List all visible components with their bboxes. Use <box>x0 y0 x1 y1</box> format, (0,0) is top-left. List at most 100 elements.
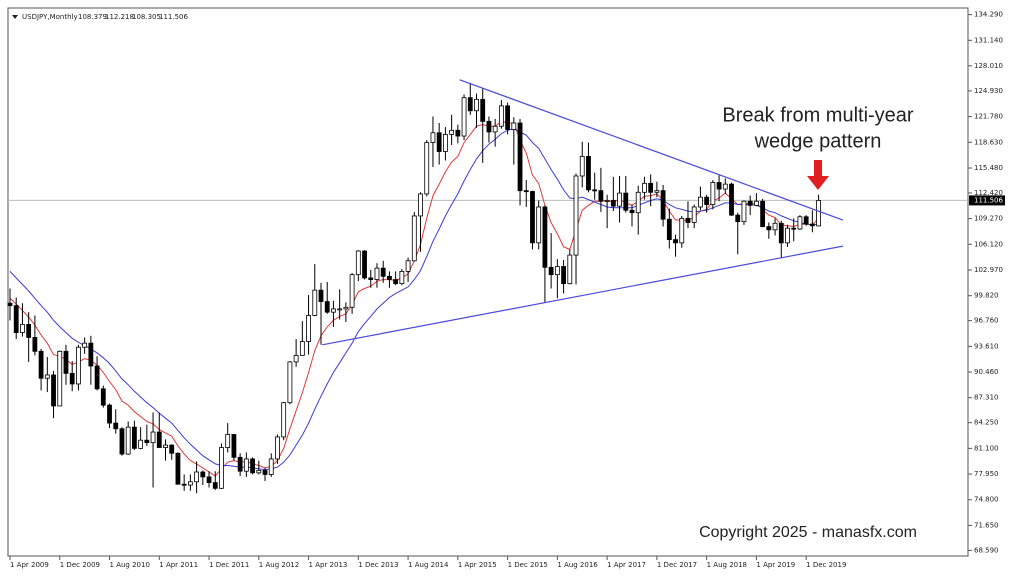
candle-body <box>250 458 255 474</box>
candle-body <box>722 183 728 190</box>
annotation-line: wedge pattern <box>754 130 882 152</box>
candle-body <box>405 260 411 272</box>
candle-body <box>262 469 268 475</box>
candle-body <box>374 267 380 280</box>
candle-body <box>150 431 156 444</box>
candle-body <box>100 388 106 406</box>
candle-body <box>573 175 579 256</box>
candle-body <box>7 302 13 307</box>
candle-body <box>809 223 815 227</box>
candle-body <box>312 289 318 316</box>
candle-body <box>691 206 697 223</box>
candle-body <box>69 372 75 385</box>
candle-body <box>380 267 386 277</box>
candle-body <box>698 196 703 208</box>
candle-body <box>231 434 237 458</box>
candle-body <box>642 182 647 193</box>
candle-body <box>268 458 274 475</box>
candle-body <box>181 483 187 486</box>
y-tick-label: 102.970 <box>974 266 1003 274</box>
candle-body <box>579 156 585 177</box>
x-tick-label: 1 Aug 2010 <box>110 561 150 569</box>
candle-body <box>275 436 280 460</box>
candle-body <box>716 182 722 190</box>
candle-body <box>318 289 324 302</box>
candle-body <box>138 439 144 449</box>
candle-body <box>200 471 206 478</box>
candle-body <box>144 439 150 444</box>
y-tick-label: 74.800 <box>974 496 999 504</box>
candle-body <box>623 192 629 211</box>
candle-body <box>324 301 330 313</box>
candle-body <box>648 182 654 193</box>
candle-body <box>785 227 790 244</box>
candle-body <box>76 346 81 385</box>
candle-body <box>467 97 473 112</box>
candle-body <box>393 279 399 285</box>
candle-body <box>63 350 69 374</box>
candle-body <box>542 206 548 268</box>
annotation-line: Break from multi-year <box>722 104 913 126</box>
ohlc-value: 112.218 <box>105 13 134 21</box>
x-tick-label: 1 Dec 2019 <box>806 561 846 569</box>
candle-body <box>349 274 355 308</box>
candle-body <box>225 434 231 448</box>
x-tick-label: 1 Apr 2011 <box>159 561 198 569</box>
plot-layer: 134.290 131.140 128.010 124.930 121.780 118.6… <box>7 11 1005 569</box>
candle-body <box>44 374 50 379</box>
y-tick-label: 81.100 <box>974 444 999 452</box>
y-tick-label: 96.760 <box>974 317 999 325</box>
candle-body <box>561 266 566 285</box>
candle-body <box>791 227 797 230</box>
candle-body <box>660 190 666 220</box>
candle-body <box>206 476 212 484</box>
menu-triangle <box>12 15 18 19</box>
price-box <box>969 195 1005 206</box>
candle-body <box>131 426 137 449</box>
candle-body <box>243 458 249 472</box>
x-tick-label: 1 Aug 2018 <box>707 561 747 569</box>
candle-body <box>169 444 175 454</box>
candle-body <box>816 200 821 227</box>
y-tick-label: 128.010 <box>974 62 1003 70</box>
moving-average <box>9 128 819 471</box>
x-tick-label: 1 Dec 2013 <box>358 561 398 569</box>
candle-body <box>523 190 529 193</box>
symbol-label: USDJPY,Monthly <box>22 13 78 21</box>
y-tick-label: 99.820 <box>974 292 999 300</box>
candle-body <box>679 217 685 244</box>
candle-body <box>548 266 554 276</box>
candle-body <box>803 216 809 225</box>
candle-body <box>536 206 542 244</box>
candle-body <box>598 190 604 202</box>
y-tick-label: 124.930 <box>974 87 1003 95</box>
candle-body <box>38 350 44 379</box>
candle-body <box>567 254 573 285</box>
x-tick-label: 1 Aug 2014 <box>408 561 449 569</box>
candle-body <box>94 365 100 390</box>
x-tick-label: 1 Dec 2017 <box>657 561 697 569</box>
candle-body <box>411 215 417 262</box>
candle-body <box>498 105 504 127</box>
ohlc-value: 111.506 <box>159 13 188 21</box>
candle-body <box>119 428 125 455</box>
arrow <box>807 160 829 190</box>
candle-body <box>511 122 517 130</box>
candle-body <box>287 361 293 404</box>
y-tick-label: 134.290 <box>974 11 1003 19</box>
candle-body <box>194 471 200 483</box>
candle-body <box>113 422 119 430</box>
y-tick-label: 131.140 <box>974 36 1003 44</box>
candle-body <box>710 182 716 205</box>
candle-body <box>492 125 498 133</box>
trendline <box>322 245 843 346</box>
candle-body <box>586 156 591 191</box>
x-tick-label: 1 Apr 2013 <box>309 561 348 569</box>
candle-body <box>629 209 635 214</box>
candle-body <box>610 200 616 207</box>
candle-body <box>32 337 38 352</box>
candle-body <box>505 105 511 130</box>
candle-body <box>778 222 784 244</box>
